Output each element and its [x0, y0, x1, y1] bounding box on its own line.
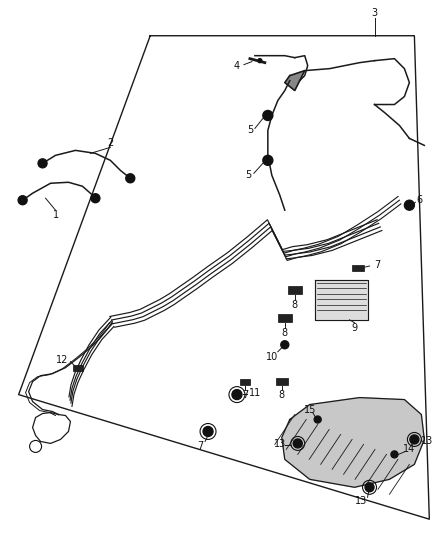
Polygon shape	[285, 71, 305, 91]
Circle shape	[203, 426, 213, 437]
Text: 14: 14	[403, 445, 416, 455]
Text: 5: 5	[247, 125, 253, 135]
Text: 9: 9	[352, 323, 358, 333]
Text: 7: 7	[197, 441, 203, 451]
Bar	[288, 286, 302, 294]
Circle shape	[263, 155, 273, 165]
Text: 4: 4	[234, 61, 240, 71]
Circle shape	[410, 435, 419, 444]
Text: 7: 7	[374, 260, 381, 270]
Text: 1: 1	[53, 210, 59, 220]
Circle shape	[314, 416, 321, 423]
Bar	[276, 378, 288, 385]
Bar	[278, 314, 292, 322]
Text: 5: 5	[245, 170, 251, 180]
Text: 13: 13	[274, 439, 286, 449]
Circle shape	[391, 451, 398, 458]
Text: 12: 12	[57, 354, 69, 365]
Circle shape	[293, 439, 302, 448]
Text: 11: 11	[249, 387, 261, 398]
Text: 8: 8	[292, 300, 298, 310]
Text: 2: 2	[107, 139, 113, 148]
Bar	[352, 264, 364, 271]
Circle shape	[263, 110, 273, 120]
Text: 13: 13	[421, 437, 434, 447]
Text: 7: 7	[242, 390, 248, 400]
Circle shape	[281, 341, 289, 349]
Polygon shape	[282, 398, 424, 487]
Text: 8: 8	[279, 390, 285, 400]
Text: 10: 10	[266, 352, 278, 362]
Bar	[74, 365, 83, 370]
Circle shape	[38, 159, 47, 168]
Circle shape	[365, 483, 374, 492]
Circle shape	[91, 193, 100, 203]
Polygon shape	[314, 280, 367, 320]
Bar	[240, 378, 250, 385]
Circle shape	[232, 390, 242, 400]
Text: 8: 8	[282, 328, 288, 338]
Circle shape	[18, 196, 27, 205]
Text: 15: 15	[304, 405, 316, 415]
Circle shape	[404, 200, 414, 210]
Circle shape	[258, 59, 262, 63]
Text: 13: 13	[355, 496, 367, 506]
Circle shape	[126, 174, 135, 183]
Text: 6: 6	[416, 195, 422, 205]
Text: 3: 3	[371, 8, 378, 18]
